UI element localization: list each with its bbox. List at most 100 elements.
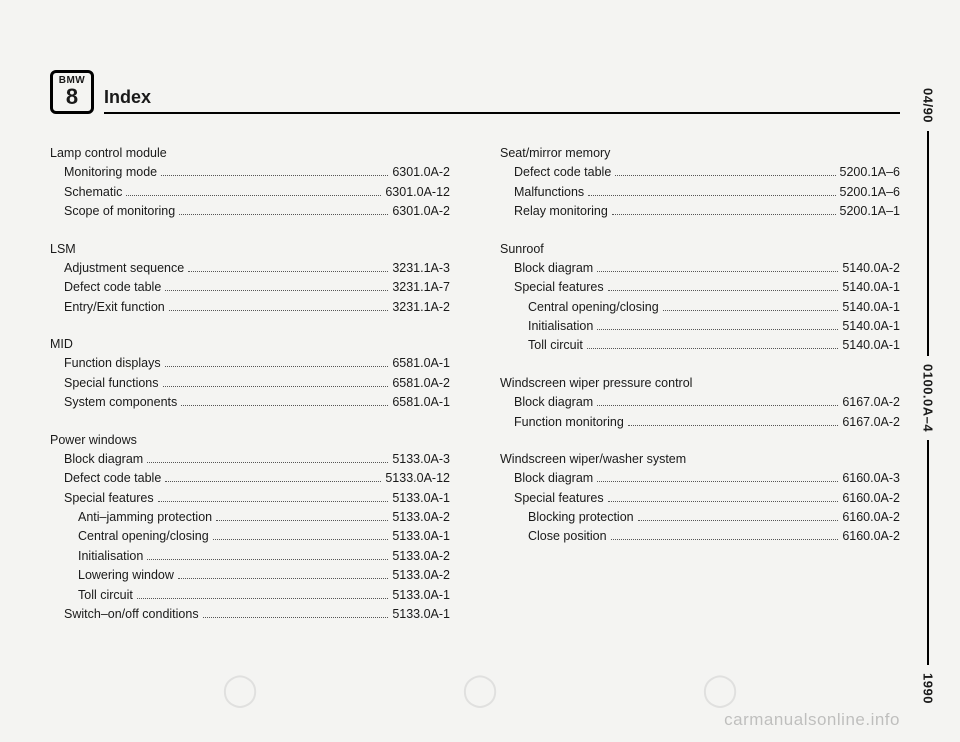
entry-ref: 5133.0A-2 bbox=[392, 547, 450, 566]
index-entry: Monitoring mode 6301.0A-2 bbox=[50, 163, 450, 182]
leader-dots bbox=[165, 366, 389, 367]
entry-ref: 5133.0A-1 bbox=[392, 527, 450, 546]
entry-label: Switch–on/off conditions bbox=[64, 605, 199, 624]
index-entry: Schematic 6301.0A-12 bbox=[50, 183, 450, 202]
entry-label: Function monitoring bbox=[514, 413, 624, 432]
leader-dots bbox=[587, 348, 838, 349]
entry-label: Defect code table bbox=[514, 163, 611, 182]
leader-dots bbox=[663, 310, 839, 311]
index-entry: Blocking protection 6160.0A-2 bbox=[500, 508, 900, 527]
entry-label: System components bbox=[64, 393, 177, 412]
entry-ref: 5140.0A-1 bbox=[842, 298, 900, 317]
entry-label: Malfunctions bbox=[514, 183, 584, 202]
entry-ref: 5133.0A-3 bbox=[392, 450, 450, 469]
leader-dots bbox=[588, 195, 835, 196]
index-entry: Function displays6581.0A-1 bbox=[50, 354, 450, 373]
section-title: Lamp control module bbox=[50, 144, 450, 163]
entry-label: Defect code table bbox=[64, 469, 161, 488]
leader-dots bbox=[611, 539, 839, 540]
index-entry: Block diagram 5133.0A-3 bbox=[50, 450, 450, 469]
side-line-top bbox=[927, 131, 929, 356]
side-page-code: 0100.0A–4 bbox=[921, 364, 936, 432]
entry-ref: 5133.0A-2 bbox=[392, 508, 450, 527]
entry-label: Entry/Exit function bbox=[64, 298, 165, 317]
index-section: MIDFunction displays6581.0A-1Special fun… bbox=[50, 335, 450, 413]
index-section: Lamp control moduleMonitoring mode 6301.0… bbox=[50, 144, 450, 222]
entry-ref: 6301.0A-2 bbox=[392, 202, 450, 221]
entry-label: Block diagram bbox=[514, 259, 593, 278]
entry-label: Special functions bbox=[64, 374, 159, 393]
watermark: carmanualsonline.info bbox=[724, 710, 900, 730]
entry-label: Toll circuit bbox=[528, 336, 583, 355]
entry-label: Scope of monitoring bbox=[64, 202, 175, 221]
page-title: Index bbox=[104, 87, 900, 108]
index-entry: Central opening/closing 5133.0A-1 bbox=[50, 527, 450, 546]
index-entry: Toll circuit5133.0A-1 bbox=[50, 586, 450, 605]
index-entry: Special features5140.0A-1 bbox=[500, 278, 900, 297]
entry-ref: 6301.0A-2 bbox=[392, 163, 450, 182]
leader-dots bbox=[165, 481, 381, 482]
index-entry: Defect code table3231.1A-7 bbox=[50, 278, 450, 297]
header-rule bbox=[104, 112, 900, 114]
index-entry: Block diagram 6167.0A-2 bbox=[500, 393, 900, 412]
entry-ref: 3231.1A-7 bbox=[392, 278, 450, 297]
entry-ref: 6160.0A-2 bbox=[842, 508, 900, 527]
entry-label: Adjustment sequence bbox=[64, 259, 184, 278]
index-entry: Toll circuit 5140.0A-1 bbox=[500, 336, 900, 355]
leader-dots bbox=[597, 405, 838, 406]
index-entry: Malfunctions 5200.1A–6 bbox=[500, 183, 900, 202]
entry-ref: 5200.1A–6 bbox=[840, 183, 900, 202]
entry-label: Central opening/closing bbox=[78, 527, 209, 546]
leader-dots bbox=[161, 175, 388, 176]
entry-label: Monitoring mode bbox=[64, 163, 157, 182]
index-section: Power windowsBlock diagram 5133.0A-3 Defec… bbox=[50, 431, 450, 625]
entry-ref: 3231.1A-3 bbox=[392, 259, 450, 278]
entry-label: Blocking protection bbox=[528, 508, 634, 527]
side-line-bottom bbox=[927, 440, 929, 665]
leader-dots bbox=[203, 617, 389, 618]
leader-dots bbox=[181, 405, 388, 406]
entry-ref: 5140.0A-1 bbox=[842, 317, 900, 336]
entry-ref: 6167.0A-2 bbox=[842, 393, 900, 412]
entry-ref: 5140.0A-2 bbox=[842, 259, 900, 278]
index-section: Windscreen wiper pressure controlBlock d… bbox=[500, 374, 900, 432]
entry-label: Initialisation bbox=[78, 547, 143, 566]
index-entry: Function monitoring6167.0A-2 bbox=[500, 413, 900, 432]
entry-ref: 6581.0A-1 bbox=[392, 393, 450, 412]
section-title: Power windows bbox=[50, 431, 450, 450]
leader-dots bbox=[158, 501, 389, 502]
index-entry: Switch–on/off conditions5133.0A-1 bbox=[50, 605, 450, 624]
leader-dots bbox=[169, 310, 389, 311]
entry-label: Block diagram bbox=[514, 393, 593, 412]
leader-dots bbox=[137, 598, 388, 599]
entry-ref: 6160.0A-2 bbox=[842, 489, 900, 508]
index-section: Seat/mirror memoryDefect code table 5200.… bbox=[500, 144, 900, 222]
entry-label: Schematic bbox=[64, 183, 122, 202]
leader-dots bbox=[179, 214, 388, 215]
leader-dots bbox=[216, 520, 388, 521]
title-wrap: Index bbox=[104, 87, 900, 114]
entry-label: Block diagram bbox=[64, 450, 143, 469]
entry-ref: 6301.0A-12 bbox=[385, 183, 450, 202]
entry-label: Block diagram bbox=[514, 469, 593, 488]
entry-ref: 5133.0A-2 bbox=[392, 566, 450, 585]
index-entry: Special functions6581.0A-2 bbox=[50, 374, 450, 393]
side-margin: 04/90 0100.0A–4 1990 bbox=[918, 80, 938, 712]
entry-label: Special features bbox=[64, 489, 154, 508]
entry-ref: 5140.0A-1 bbox=[842, 336, 900, 355]
column-right: Seat/mirror memoryDefect code table 5200.… bbox=[500, 144, 900, 642]
index-entry: Anti–jamming protection5133.0A-2 bbox=[50, 508, 450, 527]
logo-model: 8 bbox=[66, 86, 78, 108]
page: BMW 8 Index Lamp control moduleMonitorin… bbox=[0, 0, 960, 742]
entry-ref: 3231.1A-2 bbox=[392, 298, 450, 317]
leader-dots bbox=[612, 214, 836, 215]
leader-dots bbox=[597, 329, 838, 330]
entry-ref: 5133.0A-1 bbox=[392, 586, 450, 605]
index-entry: Scope of monitoring 6301.0A-2 bbox=[50, 202, 450, 221]
section-title: Seat/mirror memory bbox=[500, 144, 900, 163]
bmw-logo: BMW 8 bbox=[50, 70, 94, 114]
entry-ref: 5200.1A–6 bbox=[840, 163, 900, 182]
index-entry: Close position6160.0A-2 bbox=[500, 527, 900, 546]
index-entry: Entry/Exit function 3231.1A-2 bbox=[50, 298, 450, 317]
header: BMW 8 Index bbox=[50, 70, 900, 114]
